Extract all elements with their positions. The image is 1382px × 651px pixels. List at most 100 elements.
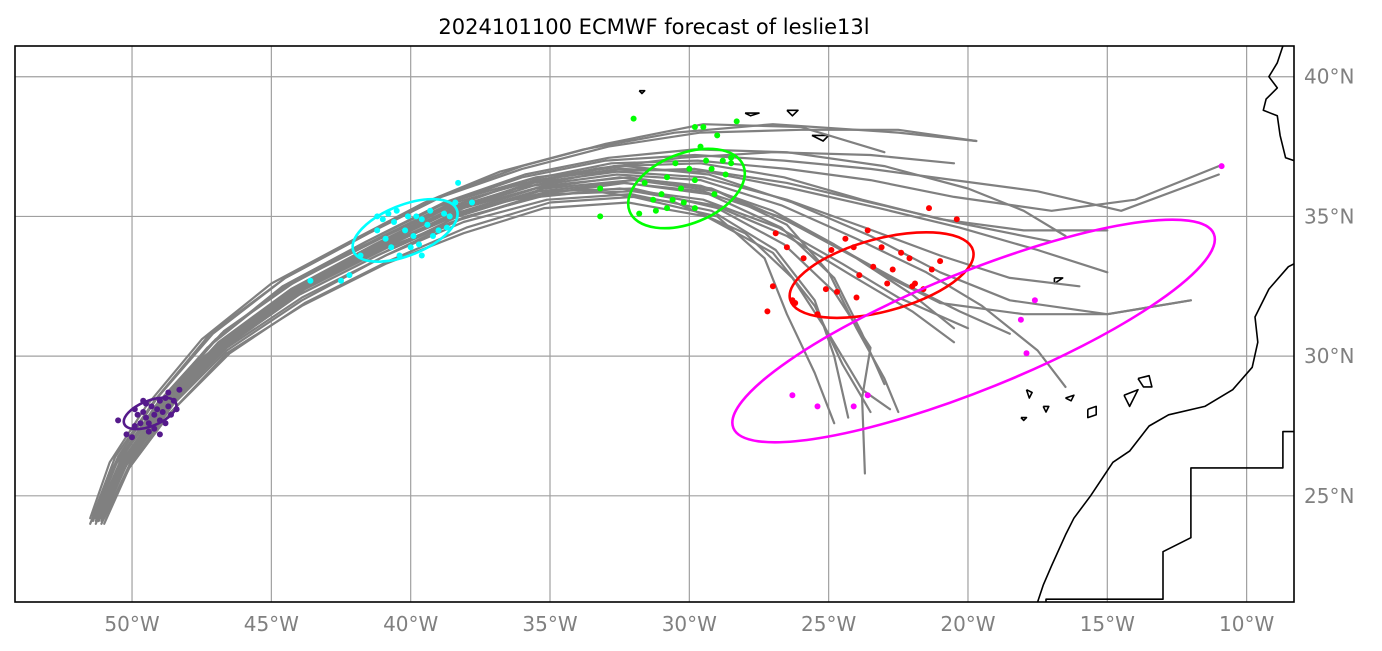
forecast-point-green: [722, 171, 729, 178]
forecast-point-green: [664, 205, 670, 212]
forecast-point-red: [953, 216, 960, 223]
ensemble-track: [97, 176, 1192, 520]
forecast-point-cyan: [416, 241, 422, 248]
lat-tick-label: 40°N: [1304, 65, 1354, 89]
ensemble-track: [97, 181, 1011, 523]
forecast-point-cyan: [391, 219, 397, 225]
forecast-point-red: [834, 288, 840, 295]
lon-tick-label: 10°W: [1219, 612, 1274, 636]
forecast-point-green: [680, 199, 687, 206]
ensemble-track: [94, 148, 1067, 520]
ensemble-track: [97, 167, 1109, 514]
forecast-point-red: [928, 266, 935, 273]
map-title: 2024101100 ECMWF forecast of leslie13l: [438, 15, 869, 39]
forecast-point-magenta: [1017, 316, 1024, 323]
forecast-point-cyan: [435, 227, 442, 234]
forecast-point-purple: [148, 403, 155, 410]
forecast-point-green: [636, 210, 643, 217]
forecast-point-cyan: [430, 233, 436, 239]
forecast-point-cyan: [455, 179, 462, 186]
forecast-point-red: [764, 308, 771, 315]
coastline: [1053, 277, 1064, 285]
lon-tick-label: 35°W: [522, 612, 577, 636]
coastline: [1065, 394, 1075, 402]
forecast-point-red: [769, 283, 776, 290]
forecast-point-green: [691, 124, 698, 130]
forecast-point-green: [703, 157, 710, 164]
forecast-point-green: [658, 191, 665, 198]
forecast-point-green: [708, 165, 715, 172]
forecast-point-red: [898, 249, 905, 256]
forecast-point-magenta: [814, 403, 821, 410]
forecast-point-green: [652, 207, 659, 214]
forecast-point-red: [878, 244, 885, 251]
ensemble-track: [97, 173, 1067, 520]
forecast-point-red: [856, 272, 863, 279]
ensemble-track: [94, 162, 1109, 523]
forecast-point-purple: [140, 409, 147, 415]
forecast-point-cyan: [374, 227, 381, 234]
lon-tick-label: 25°W: [801, 612, 856, 636]
forecast-point-green: [691, 205, 698, 212]
ensemble-track: [100, 181, 886, 520]
forecast-point-green: [597, 185, 604, 192]
forecast-point-red: [909, 283, 916, 290]
forecast-point-purple: [115, 417, 122, 424]
forecast-point-cyan: [388, 244, 395, 251]
forecast-point-cyan: [410, 233, 417, 239]
coastline: [786, 109, 799, 117]
forecast-point-red: [842, 235, 849, 242]
ensemble-track: [100, 201, 872, 525]
ensemble-track: [97, 165, 1192, 514]
forecast-point-green: [669, 196, 676, 203]
forecast-point-red: [906, 255, 913, 262]
forecast-point-purple: [159, 409, 166, 415]
forecast-point-green: [733, 118, 740, 125]
lon-tick-label: 20°W: [940, 612, 995, 636]
forecast-point-green: [597, 213, 604, 220]
forecast-point-green: [691, 177, 698, 184]
forecast-point-magenta: [1023, 350, 1030, 357]
forecast-point-cyan: [379, 216, 386, 223]
ensemble-track: [103, 187, 872, 520]
forecast-point-purple: [137, 420, 144, 427]
forecast-point-purple: [176, 386, 183, 393]
forecast-point-purple: [134, 411, 141, 418]
forecast-point-cyan: [427, 207, 434, 214]
forecast-point-red: [783, 244, 790, 251]
coastline: [1137, 374, 1153, 388]
coastline: [1045, 430, 1294, 602]
forecast-point-cyan: [469, 199, 475, 206]
forecast-point-purple: [123, 431, 130, 438]
forecast-point-red: [884, 280, 891, 287]
forecast-point-red: [926, 205, 932, 212]
forecast-point-green: [686, 165, 693, 172]
forecast-point-red: [870, 263, 877, 270]
forecast-point-green: [700, 124, 707, 130]
forecast-point-magenta: [864, 392, 871, 399]
forecast-point-cyan: [424, 221, 431, 228]
forecast-point-magenta: [850, 403, 857, 410]
lon-tick-label: 40°W: [383, 612, 438, 636]
forecast-point-cyan: [413, 213, 420, 220]
lat-tick-label: 30°N: [1304, 344, 1354, 368]
forecast-point-cyan: [307, 277, 314, 284]
forecast-positions: [115, 115, 1225, 441]
uncertainty-ellipse: [731, 218, 1217, 444]
forecast-point-magenta: [1031, 297, 1038, 304]
forecast-point-purple: [145, 428, 152, 435]
uncertainty-ellipse: [122, 396, 178, 431]
forecast-point-cyan: [402, 227, 409, 234]
forecast-point-purple: [154, 406, 161, 413]
forecast-point-cyan: [418, 216, 425, 223]
uncertainty-ellipse: [626, 147, 747, 230]
coastline: [811, 134, 830, 142]
forecast-point-green: [678, 185, 684, 192]
coastline: [1123, 388, 1139, 408]
forecast-point-cyan: [446, 213, 453, 220]
forecast-point-red: [889, 266, 896, 273]
lon-tick-label: 45°W: [244, 612, 299, 636]
forecast-point-magenta: [789, 392, 796, 399]
forecast-point-purple: [156, 431, 163, 438]
